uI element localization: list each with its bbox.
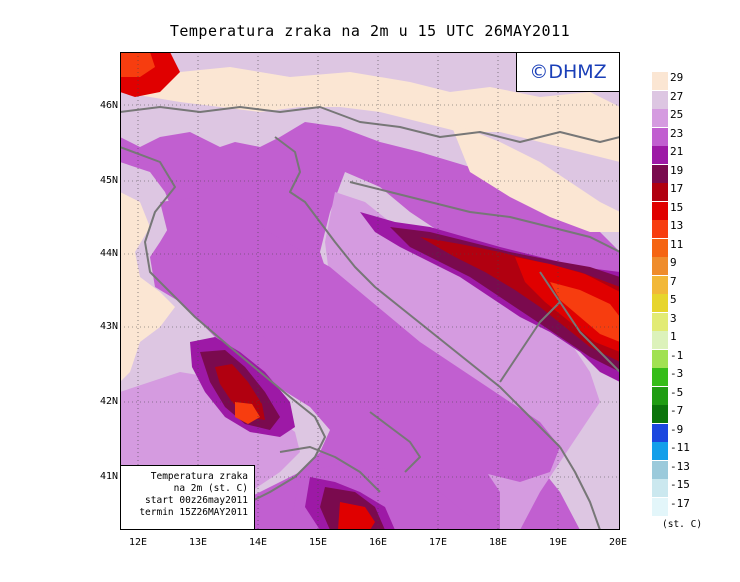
sea-adriatic: [160, 197, 560, 482]
land-29-north: [120, 62, 620, 162]
field-13-northwest: [120, 52, 155, 77]
temperature-map: [120, 52, 620, 530]
legend-label: -9: [670, 422, 684, 436]
legend-label: 17: [670, 182, 684, 195]
legend-swatch: [652, 349, 668, 368]
map-border: [120, 52, 620, 530]
legend-label: -17: [670, 496, 690, 510]
legend-swatch: [652, 109, 668, 127]
legend-label: 13: [670, 219, 684, 232]
legend-label: -1: [670, 348, 684, 362]
border-albania: [559, 446, 601, 530]
lat-lon-grid: [120, 52, 620, 530]
lat-label: 44N: [99, 248, 118, 259]
legend-swatch: [652, 423, 668, 442]
legend-unit: (st. C): [662, 519, 703, 530]
legend-swatch: [652, 386, 668, 405]
lat-label: 45N: [99, 175, 118, 186]
legend-swatch: [652, 127, 668, 146]
copyright-logo: ©DHMZ: [516, 52, 620, 92]
legend-swatch: [652, 201, 668, 220]
legend-label: 15: [670, 200, 684, 214]
legend-swatch: [652, 294, 668, 312]
lon-label: 13E: [188, 537, 208, 548]
info-line-4: termin 15Z26MAY2011: [139, 507, 248, 518]
lon-label: 12E: [128, 537, 148, 548]
border-east: [539, 271, 620, 373]
legend-swatch: [652, 72, 668, 90]
field-19-bosnia: [390, 227, 620, 372]
map-title: Temperatura zraka na 2m u 15 UTC 26MAY20…: [169, 22, 571, 40]
legend-swatch: [652, 90, 668, 109]
legend-label: -5: [670, 385, 684, 399]
legend-label: 21: [670, 145, 684, 158]
legend-swatch: [652, 312, 668, 331]
legend-label: 29: [670, 71, 684, 84]
field-15-calabria: [338, 502, 375, 530]
border-bosnia: [349, 181, 620, 253]
field-13-italy: [235, 402, 260, 424]
lon-label: 18E: [488, 537, 508, 548]
legend-label: 9: [670, 256, 677, 269]
lon-label: 14E: [248, 537, 268, 548]
coastline-heel: [369, 411, 421, 473]
lon-label: 19E: [548, 537, 568, 548]
info-line-1: Temperatura zraka: [150, 471, 248, 482]
legend-label: 3: [670, 311, 677, 325]
info-box: Temperatura zraka na 2m (st. C) start 00…: [120, 465, 255, 530]
legend-swatch: [652, 275, 668, 294]
coastline-gulf: [279, 446, 381, 493]
legend-label: 11: [670, 237, 684, 251]
legend-label: -3: [670, 367, 684, 380]
legend-swatch: [652, 183, 668, 201]
info-line-2: na 2m (st. C): [173, 483, 248, 494]
lat-label: 43N: [99, 321, 118, 332]
legend-label: 19: [670, 163, 684, 177]
lon-label: 20E: [608, 537, 628, 548]
land-29-italy: [120, 192, 175, 382]
border-serbia: [499, 301, 561, 383]
legend-swatch: [652, 164, 668, 183]
map-canvas: [120, 52, 620, 530]
legend-label: -11: [670, 441, 690, 454]
legend-swatch: [652, 479, 668, 497]
legend-swatch: [652, 257, 668, 275]
border-north: [120, 106, 620, 143]
coastline-italy: [120, 146, 326, 530]
lon-label: 16E: [368, 537, 388, 548]
legend-swatch: [652, 442, 668, 460]
field-17-bosnia: [420, 237, 620, 362]
legend-swatch: [652, 146, 668, 164]
lon-label: 17E: [428, 537, 448, 548]
legend-swatch: [652, 368, 668, 386]
legend-label: 25: [670, 108, 684, 121]
info-line-3: start 00z26may2011: [145, 495, 248, 506]
legend-swatch: [652, 331, 668, 349]
legend-label: -13: [670, 459, 690, 473]
legend-swatch: [652, 238, 668, 257]
coastline-croatia: [274, 136, 561, 448]
legend-label: -7: [670, 404, 684, 417]
legend-swatch: [652, 220, 668, 238]
lon-label: 15E: [308, 537, 328, 548]
legend-label: 5: [670, 293, 677, 306]
legend-label: 23: [670, 126, 684, 140]
field-13-serbia: [550, 282, 620, 342]
legend-label: -15: [670, 478, 690, 491]
lat-label: 41N: [99, 471, 118, 482]
legend-label: 7: [670, 274, 677, 288]
legend-swatch: [652, 460, 668, 479]
legend-swatch: [652, 497, 668, 516]
legend-label: 27: [670, 89, 684, 103]
lat-label: 42N: [99, 396, 118, 407]
legend-label: 1: [670, 330, 677, 343]
legend-swatch: [652, 405, 668, 423]
lat-label: 46N: [99, 100, 118, 111]
land-29-east: [450, 122, 620, 232]
